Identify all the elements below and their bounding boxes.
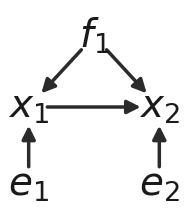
Text: $\mathbf{\mathit{x}}_2$: $\mathbf{\mathit{x}}_2$ [139,89,180,125]
Text: $\mathbf{\mathit{x}}_1$: $\mathbf{\mathit{x}}_1$ [8,89,49,125]
Text: $\mathbf{\mathit{e}}_1$: $\mathbf{\mathit{e}}_1$ [8,167,49,204]
Text: $\mathbf{\mathit{f}}_1$: $\mathbf{\mathit{f}}_1$ [79,16,109,56]
Text: $\mathbf{\mathit{e}}_2$: $\mathbf{\mathit{e}}_2$ [139,167,180,204]
